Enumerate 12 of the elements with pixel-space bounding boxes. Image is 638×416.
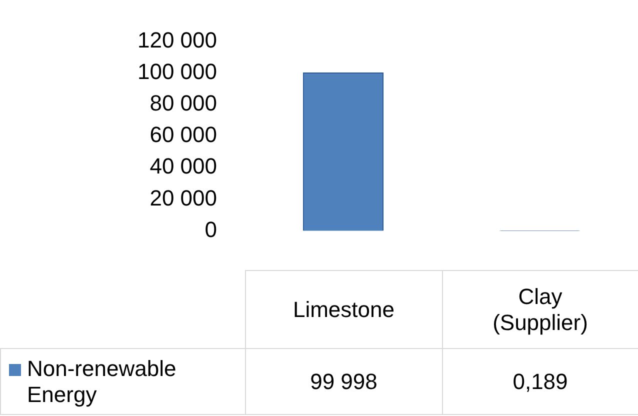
x-tick-label: Clay (Supplier) [492, 284, 589, 336]
y-tick-label: 20 000 [150, 185, 217, 210]
y-tick-label: 120 000 [137, 27, 217, 52]
y-tick-label: 0 [204, 216, 217, 242]
y-tick-label: 40 000 [150, 154, 217, 179]
y-tick-label: 80 000 [150, 90, 217, 116]
data-label: 99 998 [246, 348, 442, 414]
x-tick-label: Limestone [292, 296, 396, 322]
y-tick-label: 60 000 [150, 122, 217, 148]
y-tick-label: 100 000 [137, 58, 217, 84]
data-label: 0,189 [442, 348, 638, 414]
legend-label: Non-renewable Energy [27, 356, 178, 408]
